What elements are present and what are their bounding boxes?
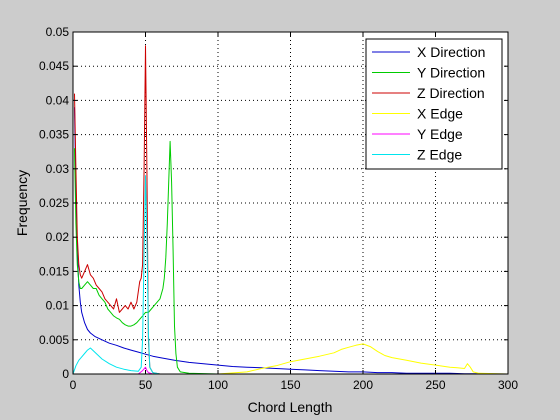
x-tick-labels: 0 50 100 150 200 250 300 <box>70 378 519 392</box>
legend-label: Y Edge <box>417 126 463 142</box>
legend: X Direction Y Direction Z Direction X Edge Y… <box>365 38 503 170</box>
y-tick-label: 0.045 <box>39 59 69 73</box>
legend-label: Z Edge <box>417 147 462 163</box>
series-line-y-direction <box>74 140 508 374</box>
axis-ticks <box>72 31 509 375</box>
x-tick-label: 100 <box>208 378 228 392</box>
series-line-z-edge <box>73 175 508 374</box>
x-tick-label: 0 <box>70 378 77 392</box>
y-tick-label: 0.01 <box>46 299 70 313</box>
legend-label: X Edge <box>417 106 463 122</box>
y-tick-label: 0 <box>62 367 69 381</box>
legend-label: Y Direction <box>417 65 485 81</box>
series-line-x-direction <box>74 107 508 374</box>
y-tick-label: 0.02 <box>46 230 70 244</box>
legend-label: X Direction <box>417 44 485 60</box>
y-tick-label: 0.03 <box>46 162 70 176</box>
y-tick-label: 0.015 <box>39 264 69 278</box>
series-layer <box>73 45 508 374</box>
legend-box <box>365 38 503 170</box>
x-axis-label: Chord Length <box>248 399 333 415</box>
y-tick-labels: 0 0.005 0.01 0.015 0.02 0.025 0.03 0.035 0.04 0.0… <box>39 25 69 381</box>
series-line-z-direction <box>74 45 508 374</box>
x-tick-label: 150 <box>280 378 300 392</box>
x-tick-label: 300 <box>498 378 518 392</box>
y-tick-label: 0.005 <box>39 333 69 347</box>
y-tick-label: 0.035 <box>39 128 69 142</box>
legend-label: Z Direction <box>417 85 485 101</box>
x-tick-label: 200 <box>353 378 373 392</box>
series-line-x-edge <box>73 343 508 374</box>
y-tick-label: 0.04 <box>46 93 70 107</box>
y-axis-label: Frequency <box>14 170 30 236</box>
x-tick-label: 250 <box>425 378 445 392</box>
y-tick-label: 0.05 <box>46 25 70 39</box>
y-tick-label: 0.025 <box>39 196 69 210</box>
x-tick-label: 50 <box>139 378 153 392</box>
